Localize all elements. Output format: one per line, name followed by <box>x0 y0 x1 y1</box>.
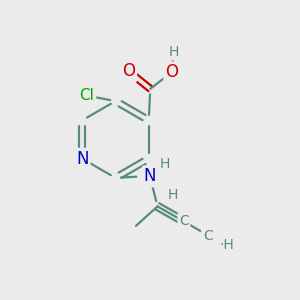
Text: H: H <box>168 188 178 202</box>
Text: N: N <box>76 150 88 168</box>
Text: H: H <box>159 157 170 171</box>
Text: C: C <box>203 229 213 242</box>
Text: O: O <box>165 63 178 81</box>
Text: Cl: Cl <box>80 88 94 103</box>
Text: C: C <box>179 214 189 228</box>
Text: ·H: ·H <box>219 238 234 252</box>
Text: H: H <box>168 45 178 59</box>
Text: N: N <box>144 167 156 185</box>
Text: O: O <box>122 62 135 80</box>
